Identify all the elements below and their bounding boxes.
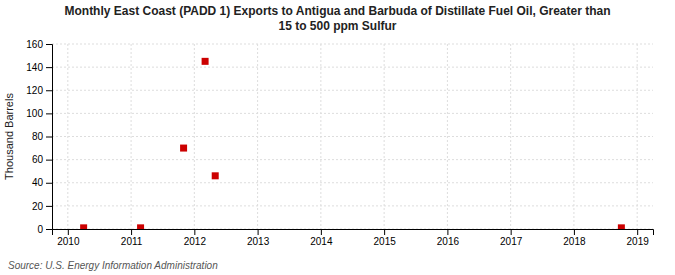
x-tick-mark (384, 229, 385, 235)
y-tick-label: 0 (37, 224, 43, 235)
x-grid-line (131, 44, 132, 229)
x-tick-label: 2018 (563, 236, 586, 247)
x-tick: 2016 (437, 229, 460, 247)
y-tick-mark (46, 90, 52, 91)
x-tick: 2017 (500, 229, 523, 247)
x-tick: 2011 (121, 229, 143, 247)
x-tick: 2014 (310, 229, 333, 247)
x-tick: 2019 (627, 229, 650, 247)
y-tick-mark (46, 206, 52, 207)
x-tick: 2012 (184, 229, 207, 247)
x-tick-mark (131, 229, 132, 235)
y-grid-line (52, 159, 653, 160)
y-axis-line (46, 45, 53, 230)
x-tick-label: 2016 (437, 236, 460, 247)
x-tick-mark (637, 229, 638, 235)
x-tick-mark (574, 229, 575, 235)
x-tick-mark (321, 229, 322, 235)
y-grid-line (52, 182, 653, 183)
x-grid-line (447, 44, 448, 229)
y-tick-label: 40 (32, 177, 44, 188)
source: Source: U.S. Energy Information Administ… (8, 260, 218, 271)
y-tick-label: 160 (26, 39, 43, 50)
x-tick-label: 2015 (374, 236, 397, 247)
y-tick-mark (46, 183, 52, 184)
y-grid-line (52, 90, 653, 91)
x-tick-label: 2017 (500, 236, 523, 247)
y-axis: 0 20 40 60 80 100 120 140 160 (26, 39, 52, 235)
point (202, 58, 209, 65)
y-tick: 40 (32, 177, 52, 188)
y-tick: 60 (32, 154, 52, 165)
point (80, 224, 87, 229)
y-tick-label: 20 (32, 201, 44, 212)
point (618, 224, 625, 229)
y-tick: 80 (32, 131, 52, 142)
x-tick-mark (258, 229, 259, 235)
y-grid-line (52, 67, 653, 68)
y-tick-label: 120 (26, 85, 43, 96)
y-tick-label: 100 (26, 108, 43, 119)
y-tick-label: 80 (32, 131, 44, 142)
x-axis: 2010 2011 2012 2013 2014 2015 2016 2017 2018 2019 (53, 229, 654, 247)
chart: Monthly East Coast (PADD 1) Exports to A… (0, 0, 675, 275)
x-tick: 2010 (57, 229, 80, 247)
x-tick-mark (68, 229, 69, 235)
y-tick: 20 (32, 201, 52, 212)
y-grid-line (52, 136, 653, 137)
y-tick: 160 (26, 39, 52, 50)
x-tick: 2018 (563, 229, 586, 247)
y-tick: 100 (26, 108, 52, 119)
x-tick-label: 2014 (310, 236, 333, 247)
y-grid-line (52, 113, 653, 114)
y-grid-line (52, 205, 653, 206)
title-line: 15 to 500 ppm Sulfur (278, 19, 396, 33)
y-tick-mark (46, 67, 52, 68)
grid (52, 44, 653, 229)
x-tick: 2015 (374, 229, 397, 247)
y-tick-label: 60 (32, 154, 44, 165)
x-tick-mark (447, 229, 448, 235)
x-tick-label: 2019 (627, 236, 650, 247)
x-tick-mark (511, 229, 512, 235)
x-tick: 2013 (247, 229, 270, 247)
y-tick-mark (46, 113, 52, 114)
y-tick-mark (46, 44, 52, 45)
x-tick-label: 2013 (247, 236, 270, 247)
y-axis-title: Thousand Barrels (3, 93, 15, 180)
point (212, 172, 219, 179)
point (180, 145, 187, 152)
point (137, 224, 144, 229)
y-tick-mark (46, 137, 52, 138)
title: Monthly East Coast (PADD 1) Exports to A… (64, 4, 610, 33)
y-tick: 0 (37, 224, 52, 235)
x-tick-mark (194, 229, 195, 235)
x-axis-line (53, 230, 654, 236)
y-tick-mark (46, 229, 52, 230)
title-line: Monthly East Coast (PADD 1) Exports to A… (64, 4, 610, 18)
y-tick-label: 140 (26, 62, 43, 73)
x-grid-line (510, 44, 511, 229)
x-tick-label: 2012 (184, 236, 207, 247)
points (80, 58, 625, 229)
plot: 2010 2011 2012 2013 2014 2015 2016 2017 2018 2019… (26, 39, 653, 247)
y-grid-line (52, 44, 653, 45)
x-tick-label: 2010 (57, 236, 80, 247)
y-tick: 140 (26, 62, 52, 73)
y-tick: 120 (26, 85, 52, 96)
x-tick-label: 2011 (121, 236, 143, 247)
y-tick-mark (46, 160, 52, 161)
